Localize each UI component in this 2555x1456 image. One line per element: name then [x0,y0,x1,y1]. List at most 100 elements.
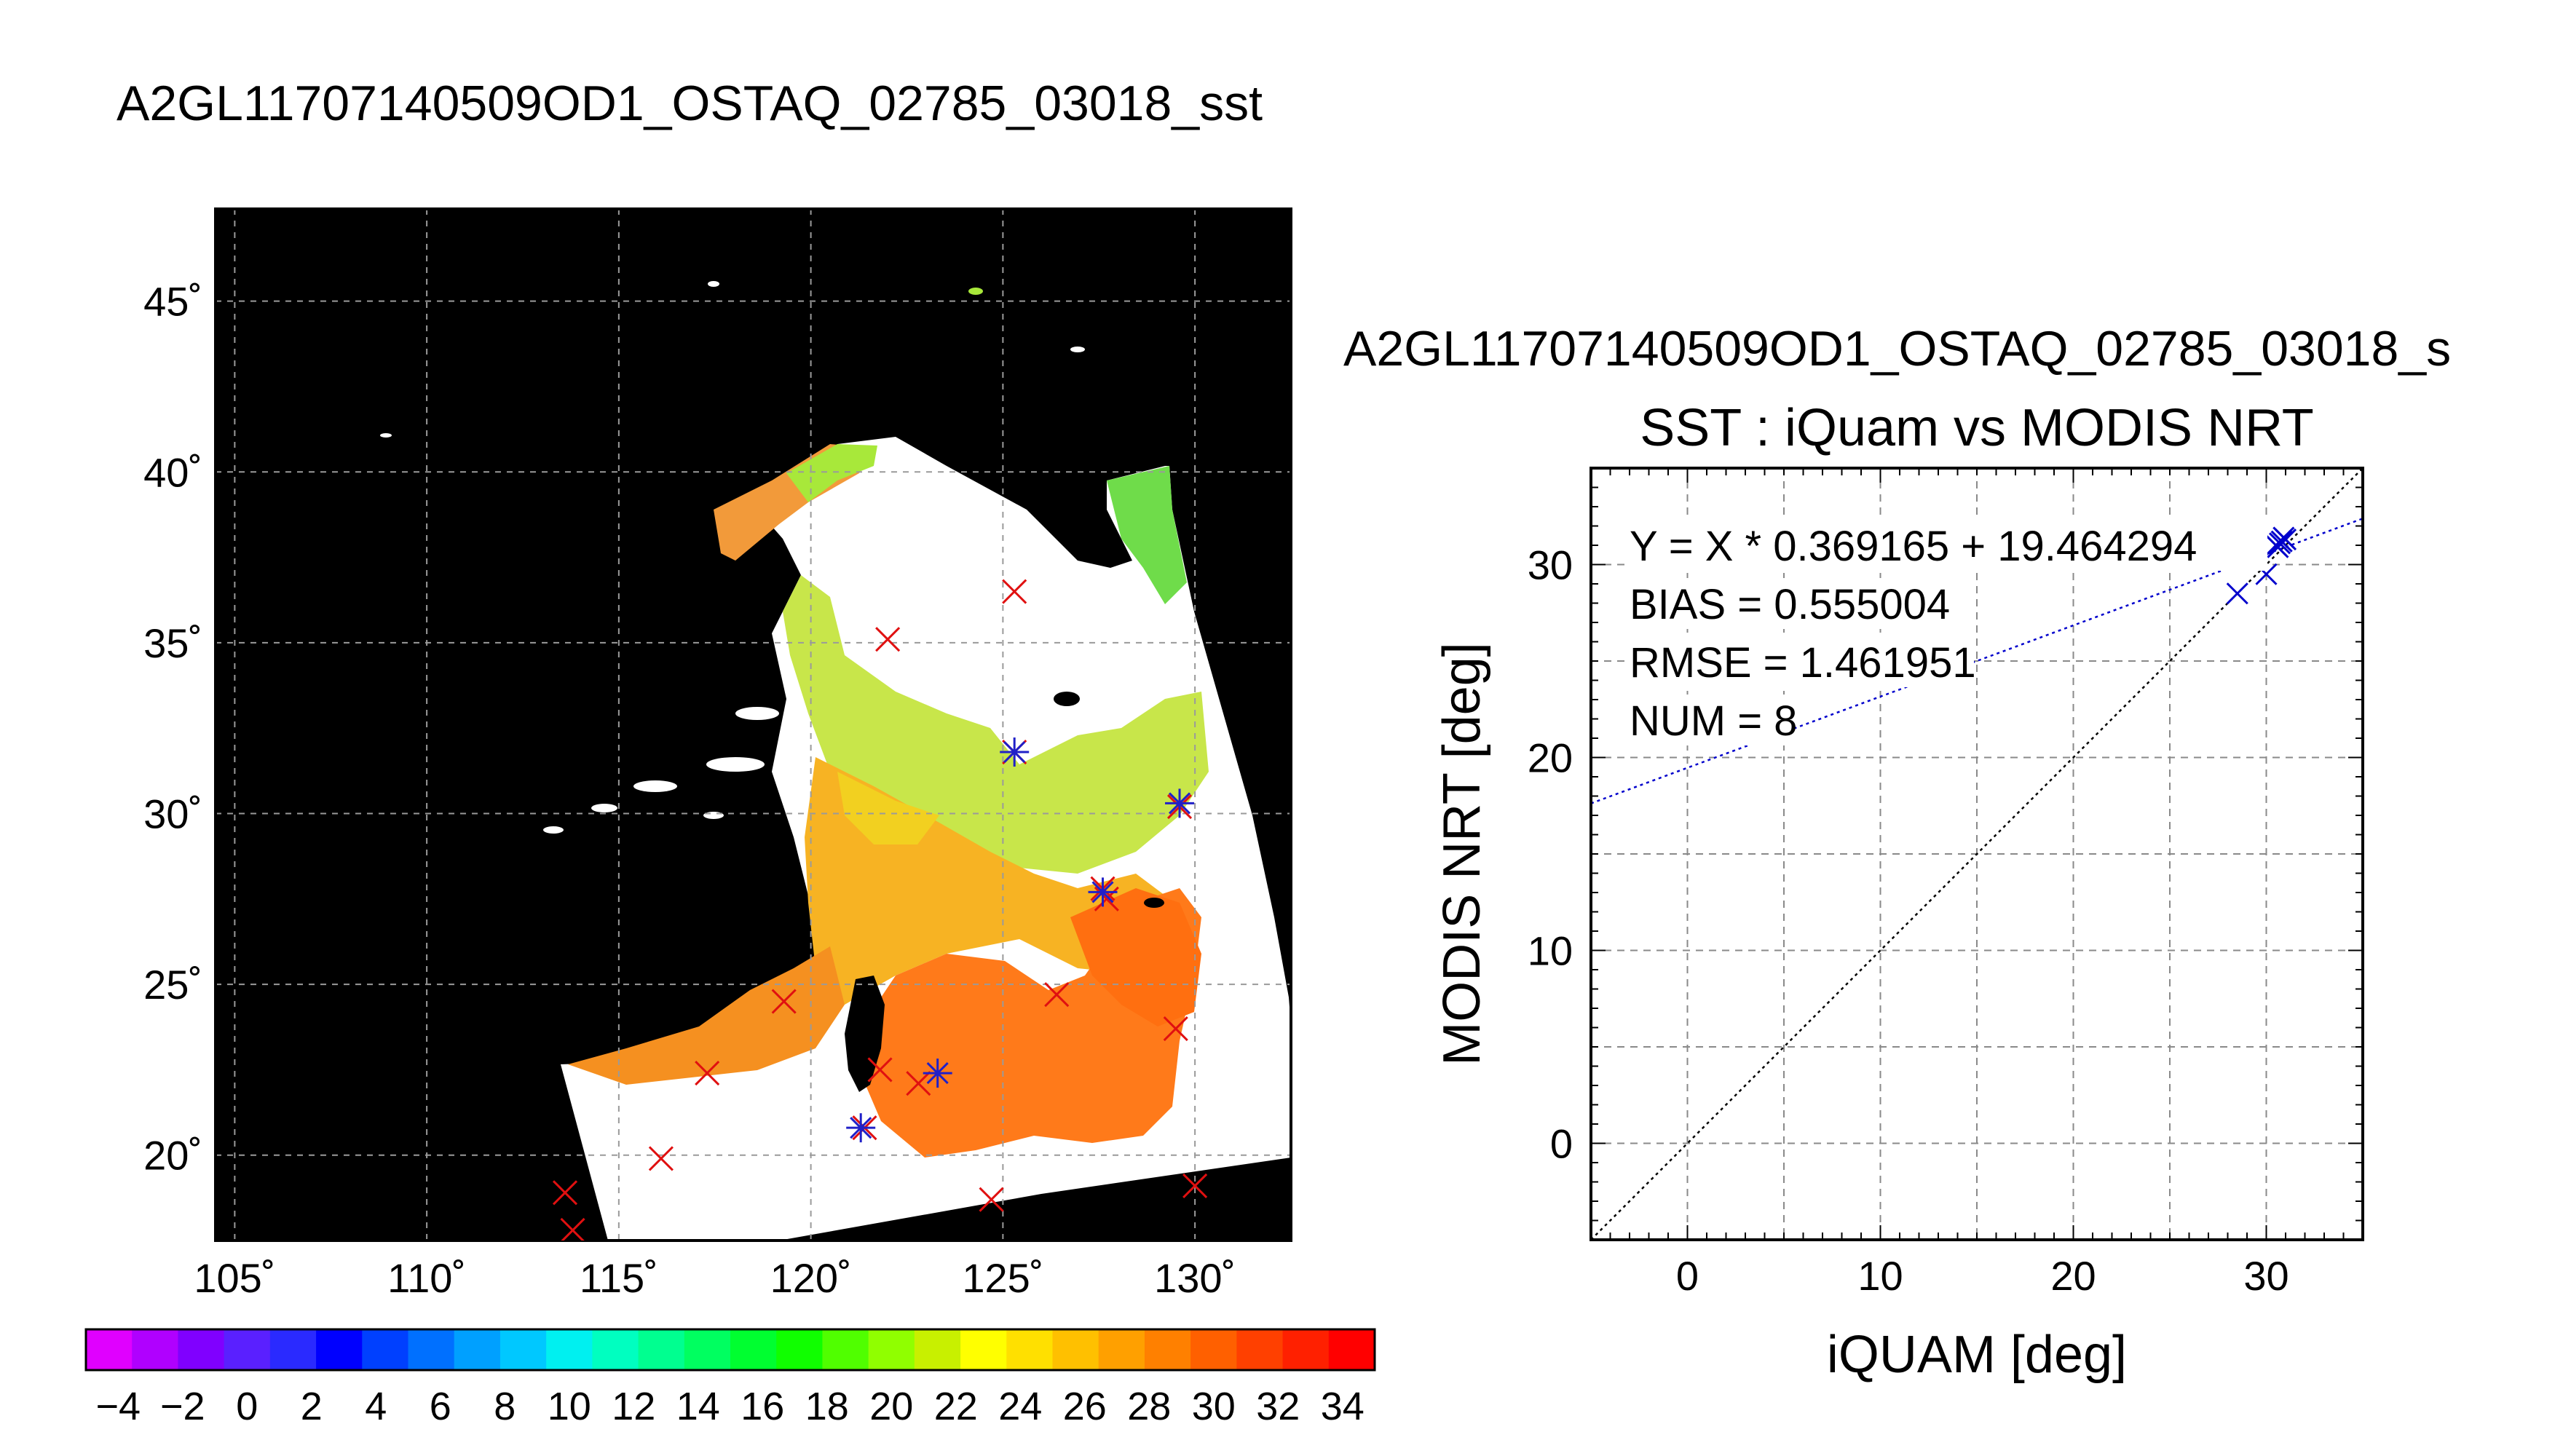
scatter-x-axis-label: iQUAM [deg] [1827,1326,2127,1384]
colorbar-tick-label: 10 [548,1385,591,1428]
map-marker-red-x [1002,579,1027,604]
colorbar-swatch [269,1329,317,1370]
map-x-tick-label: 115˚ [580,1255,658,1301]
annotation-bg [1625,636,1974,687]
colorbar-swatch [408,1329,455,1370]
scatter-x-tick-label: 10 [1857,1253,1903,1299]
identity-line [1591,468,2363,1240]
map-marker-blue-star [1000,737,1030,767]
scatter-y-tick-labels: 0 10 20 30 [1528,542,1573,1167]
scatter-points [2226,526,2297,605]
map-x-tick-labels: 105˚ 110˚ 115˚ 120˚ 125˚ 130˚ [194,1255,1236,1301]
scatter-lines [1591,468,2363,1240]
colorbar-tick-label: 16 [741,1385,784,1428]
annotation-bg [1625,520,2267,571]
map-marker-red-x [1163,1016,1188,1042]
colorbar-swatch [730,1329,777,1370]
sst-colorbar [84,1328,1376,1372]
scatter-y-axis-label: MODIS NRT [deg] [1433,642,1491,1066]
colorbar-swatch [546,1329,593,1370]
colorbar-swatch [684,1329,731,1370]
colorbar-tick-label: 18 [805,1385,849,1428]
colorbar-swatch [1328,1329,1375,1370]
scatter-point [2272,526,2295,549]
colorbar-swatch [1282,1329,1330,1370]
scatter-file-title: A2GL11707140509OD1_OSTAQ_02785_03018_s [1343,321,2452,376]
island-jeju [1054,692,1080,706]
colorbar-swatch [1190,1329,1237,1370]
sst-coastal-orange [568,946,845,1085]
scatter-annotation: Y = X * 0.369165 + 19.464294 [1630,523,2197,570]
colorbar-tick-label: 12 [612,1385,655,1428]
scatter-y-tick-label: 10 [1528,928,1573,974]
colorbar-frame [84,1328,1376,1372]
colorbar-tick-label: −4 [95,1385,141,1428]
colorbar-swatch [362,1329,408,1370]
scatter-annotation: NUM = 8 [1630,697,1797,745]
colorbar-swatch [178,1329,225,1370]
colorbar-swatch [776,1329,823,1370]
colorbar-tick-label: 4 [365,1385,387,1428]
swath-land-north-green [786,444,877,502]
map-x-tick-label: 105˚ [194,1255,275,1301]
map-y-tick-label: 20˚ [143,1133,202,1179]
colorbar-tick-label: 8 [494,1385,516,1428]
scatter-title: SST : iQuam vs MODIS NRT [1640,399,2314,457]
map-markers [552,579,1208,1241]
map-y-tick-labels: 20˚ 25˚ 30˚ 35˚ 40˚ 45˚ [143,279,202,1179]
scatter-y-tick-label: 0 [1550,1121,1573,1167]
map-y-tick-label: 25˚ [143,962,202,1008]
colorbar-tick-label: 28 [1127,1385,1171,1428]
scatter-x-tick-label: 0 [1676,1253,1699,1299]
main-title: A2GL11707140509OD1_OSTAQ_02785_03018_sst [117,76,1263,131]
map-x-tick-label: 130˚ [1154,1255,1236,1301]
map-marker-red-x [867,1057,893,1083]
colorbar-swatch [1098,1329,1145,1370]
sst-yellow-patch [837,772,939,844]
colorbar-tick-label: 26 [1063,1385,1107,1428]
map-x-tick-label: 110˚ [387,1255,466,1301]
colorbar-swatch [1144,1329,1191,1370]
map-marker-red-x [1182,1173,1208,1198]
map-marker-red-x [979,1187,1004,1212]
colorbar-tick-label: 34 [1321,1385,1365,1428]
colorbar-swatch [638,1329,685,1370]
map-y-tick-label: 35˚ [143,620,202,666]
colorbar-swatch [1236,1329,1284,1370]
colorbar-tick-labels: −4 −2 0 2 4 6 8 10 12 14 16 18 20 22 24 26 28 30 32 34 [95,1385,1364,1428]
scatter-x-tick-label: 30 [2243,1253,2289,1299]
colorbar-tick-label: 24 [998,1385,1042,1428]
swath-korea-green [1107,466,1187,604]
scatter-point [2267,536,2289,558]
colorbar-swatch [454,1329,501,1370]
scatter-x-tick-labels: 0 10 20 30 [1676,1253,2289,1299]
colorbar-swatch [224,1329,271,1370]
map-marker-blue-star [1088,877,1118,907]
colorbar-swatch [1052,1329,1099,1370]
colorbar-swatch [914,1329,961,1370]
scatter-frame [1590,467,2364,1241]
colorbar-swatch [592,1329,639,1370]
scatter-y-tick-label: 30 [1528,542,1573,588]
map-marker-red-x [648,1146,674,1171]
map-y-tick-label: 40˚ [143,449,202,495]
map-marker-blue-star [1165,788,1195,818]
colorbar-swatch [316,1329,363,1370]
scatter-annotation: RMSE = 1.461951 [1630,639,1976,687]
colorbar-tick-label: 22 [934,1385,978,1428]
annotation-bg [1625,578,1974,629]
colorbar-swatch [960,1329,1007,1370]
map-marker-red-x [875,627,901,652]
colorbar-swatch [1006,1329,1053,1370]
colorbar-swatch [499,1329,547,1370]
colorbar-tick-label: 20 [869,1385,913,1428]
map-marker-red-x [695,1061,720,1086]
colorbar-tick-label: 2 [301,1385,323,1428]
map-grid [216,209,1291,1241]
scatter-x-tick-label: 20 [2050,1253,2096,1299]
scatter-annotation: BIAS = 0.555004 [1630,581,1950,628]
map-y-tick-label: 30˚ [143,791,202,836]
map-marker-blue-star [923,1059,952,1088]
map-frame [214,207,1292,1242]
